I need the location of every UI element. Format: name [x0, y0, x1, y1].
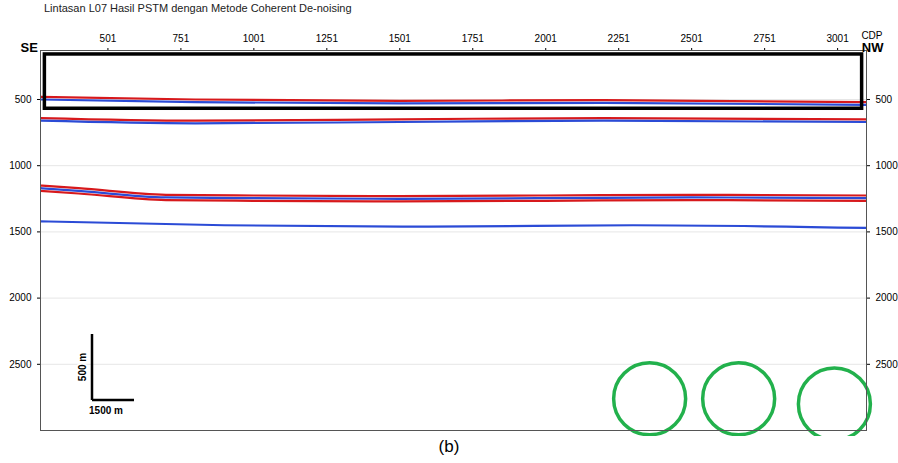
svg-text:SE: SE: [21, 40, 39, 55]
svg-text:1000: 1000: [876, 160, 898, 171]
svg-text:1751: 1751: [462, 33, 485, 44]
svg-text:2000: 2000: [9, 292, 32, 303]
svg-text:500: 500: [15, 94, 32, 105]
svg-text:2500: 2500: [9, 358, 32, 369]
svg-text:1001: 1001: [243, 33, 266, 44]
svg-text:1500 m: 1500 m: [89, 405, 123, 416]
svg-text:2000: 2000: [876, 292, 898, 303]
svg-text:3001: 3001: [826, 33, 849, 44]
svg-text:NW: NW: [862, 40, 884, 55]
svg-text:500 m: 500 m: [77, 353, 88, 381]
svg-text:500: 500: [876, 94, 893, 105]
svg-text:2500: 2500: [876, 358, 898, 369]
svg-text:1500: 1500: [876, 226, 898, 237]
svg-text:501: 501: [100, 33, 117, 44]
svg-text:1500: 1500: [9, 226, 32, 237]
svg-text:CDP: CDP: [861, 30, 882, 41]
svg-text:2501: 2501: [681, 33, 704, 44]
svg-text:2751: 2751: [754, 33, 777, 44]
svg-text:1501: 1501: [389, 33, 412, 44]
svg-text:1000: 1000: [9, 160, 32, 171]
svg-text:2001: 2001: [535, 33, 558, 44]
svg-text:751: 751: [173, 33, 190, 44]
html-text:Lintasan L07 Hasil PSTM dengan: Lintasan L07 Hasil PSTM dengan Metode Co…: [44, 2, 352, 14]
svg-text:2251: 2251: [608, 33, 631, 44]
svg-text:1251: 1251: [316, 33, 339, 44]
html-text:(b): (b): [438, 437, 460, 456]
